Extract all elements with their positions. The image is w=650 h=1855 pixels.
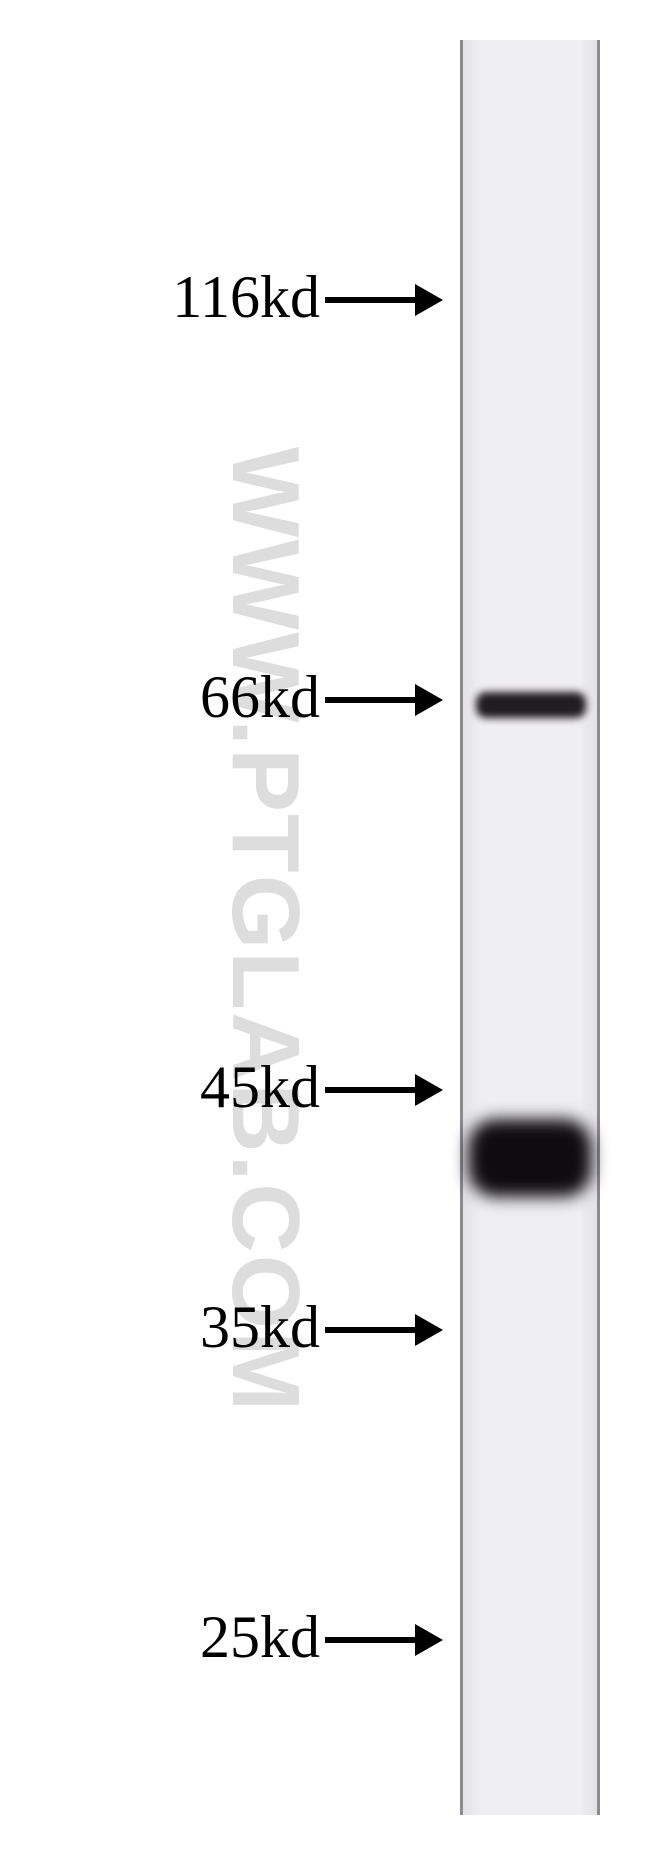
mw-marker-label: 35kd [200,1293,320,1362]
arrow-shaft [325,697,415,703]
lane-border-left [460,40,463,1815]
lower-band [468,1119,592,1197]
mw-marker-arrow [325,684,443,716]
blot-lane [460,40,600,1815]
lane-border-right [597,40,600,1815]
arrow-shaft [325,1637,415,1643]
mw-marker-label: 45kd [200,1053,320,1122]
mw-marker-arrow [325,1314,443,1346]
upper-band [476,692,586,718]
mw-marker-label: 116kd [172,263,320,332]
arrow-head-icon [415,1314,443,1346]
mw-marker-arrow [325,1624,443,1656]
arrow-head-icon [415,1074,443,1106]
mw-marker-arrow [325,284,443,316]
arrow-shaft [325,297,415,303]
blot-figure: WWW.PTGLAB.COM 116kd 66kd 45kd 35kd 25kd [0,0,650,1855]
mw-marker-label: 25kd [200,1603,320,1672]
mw-marker-arrow [325,1074,443,1106]
watermark: WWW.PTGLAB.COM [210,447,320,1413]
arrow-head-icon [415,284,443,316]
arrow-head-icon [415,684,443,716]
arrow-shaft [325,1327,415,1333]
arrow-head-icon [415,1624,443,1656]
mw-marker-label: 66kd [200,663,320,732]
arrow-shaft [325,1087,415,1093]
